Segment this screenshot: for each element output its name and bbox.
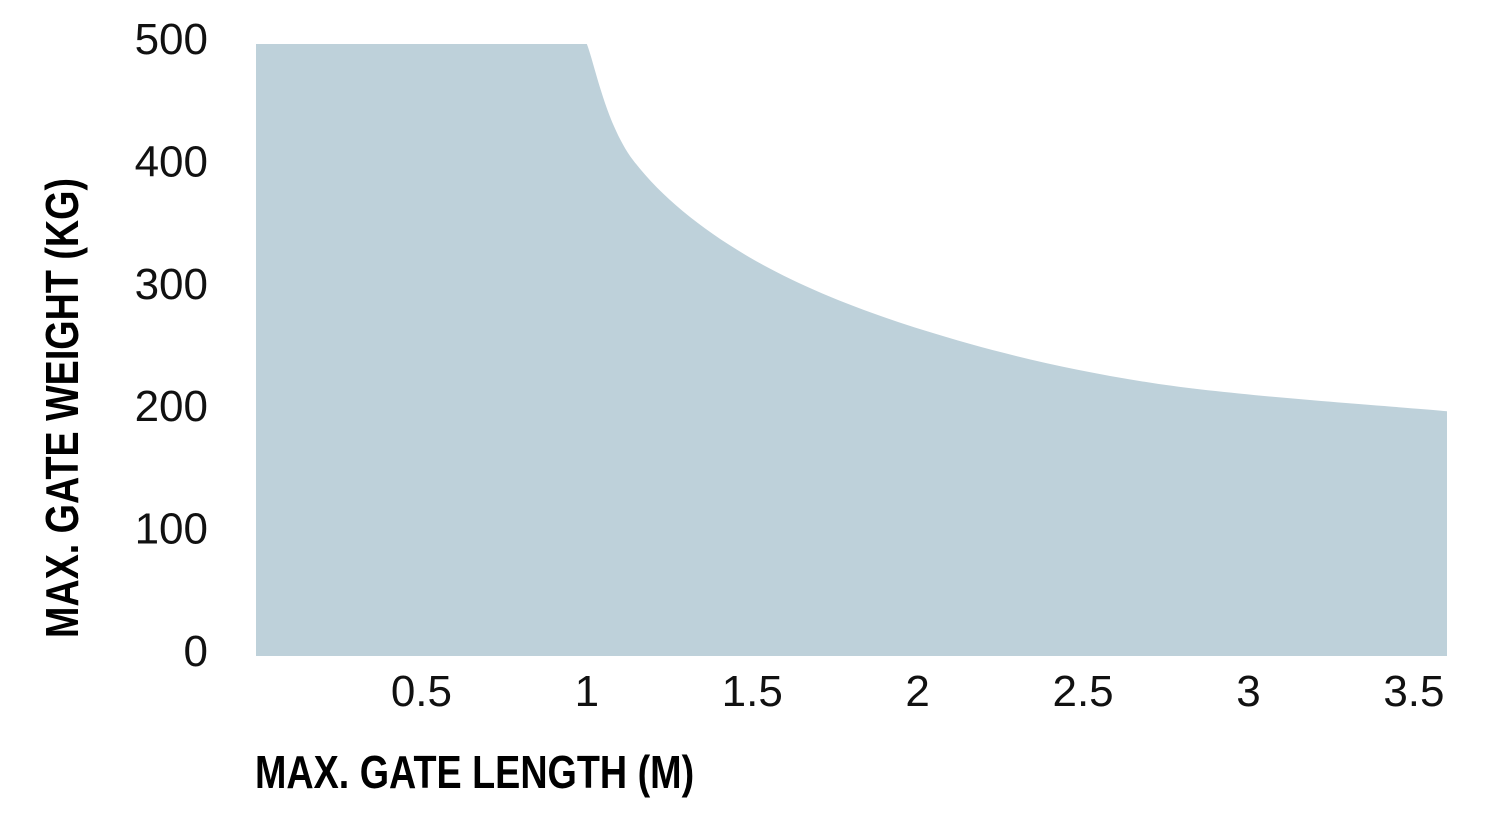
plot-area — [256, 44, 1447, 656]
x-tick-label: 3 — [1236, 667, 1260, 716]
y-axis-title: MAX. GATE WEIGHT (KG) — [36, 178, 87, 638]
x-tick-label: 3.5 — [1383, 667, 1444, 716]
x-axis-ticks: 0.5 1 1.5 2 2.5 3 3.5 — [391, 667, 1445, 716]
weight-capacity-area — [256, 44, 1447, 656]
y-tick-label: 500 — [135, 15, 208, 64]
x-tick-label: 0.5 — [391, 667, 452, 716]
y-tick-label: 400 — [135, 137, 208, 186]
y-tick-label: 100 — [135, 505, 208, 554]
x-tick-label: 1.5 — [722, 667, 783, 716]
x-tick-label: 2 — [905, 667, 929, 716]
x-tick-label: 1 — [575, 667, 599, 716]
y-axis-ticks: 0 100 200 300 400 500 — [135, 15, 208, 676]
x-axis-title: MAX. GATE LENGTH (M) — [255, 746, 694, 797]
y-tick-label: 0 — [184, 627, 208, 676]
y-tick-label: 200 — [135, 382, 208, 431]
y-tick-label: 300 — [135, 260, 208, 309]
x-tick-label: 2.5 — [1052, 667, 1113, 716]
